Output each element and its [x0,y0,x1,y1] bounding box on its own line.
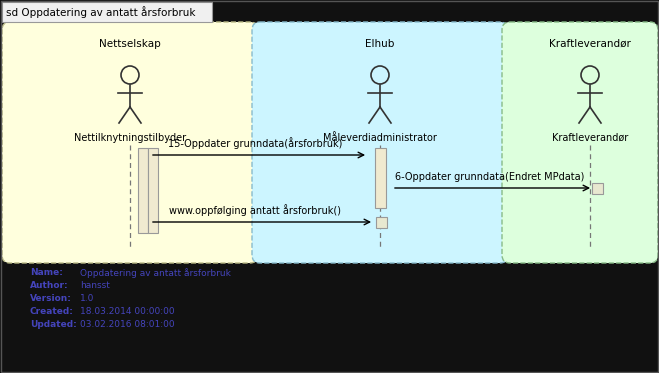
Text: 15-Oppdater grunndata(årsforbruk): 15-Oppdater grunndata(årsforbruk) [168,137,342,149]
FancyBboxPatch shape [252,22,508,263]
Bar [148,148,158,233]
FancyBboxPatch shape [502,22,658,263]
Text: sd Oppdatering av antatt årsforbruk: sd Oppdatering av antatt årsforbruk [6,6,196,18]
Bar [592,182,602,194]
Text: Nettilknytningstilbyder: Nettilknytningstilbyder [74,133,186,143]
Text: Nettselskap: Nettselskap [99,39,161,49]
Text: Updated:: Updated: [30,320,76,329]
Text: Kraftleverandør: Kraftleverandør [549,39,631,49]
Text: Version:: Version: [30,294,72,303]
FancyBboxPatch shape [2,22,258,263]
Text: Elhub: Elhub [365,39,395,49]
Text: Oppdatering av antatt årsforbruk: Oppdatering av antatt årsforbruk [80,268,231,278]
Text: 03.02.2016 08:01:00: 03.02.2016 08:01:00 [80,320,175,329]
Text: 18.03.2014 00:00:00: 18.03.2014 00:00:00 [80,307,175,316]
Bar [376,216,386,228]
Text: Author:: Author: [30,281,69,290]
Text: Created:: Created: [30,307,74,316]
Bar [375,148,386,208]
Text: Måleverdiadministrator: Måleverdiadministrator [323,133,437,143]
Bar [138,148,148,233]
Text: www.oppfølging antatt årsforbruk(): www.oppfølging antatt årsforbruk() [169,204,341,216]
Bar [2,2,212,22]
Text: Name:: Name: [30,268,63,277]
Text: hansst: hansst [80,281,110,290]
Text: 1.0: 1.0 [80,294,94,303]
Text: 6-Oppdater grunndata(Endret MPdata): 6-Oppdater grunndata(Endret MPdata) [395,172,585,182]
Text: Kraftleverandør: Kraftleverandør [552,133,628,143]
